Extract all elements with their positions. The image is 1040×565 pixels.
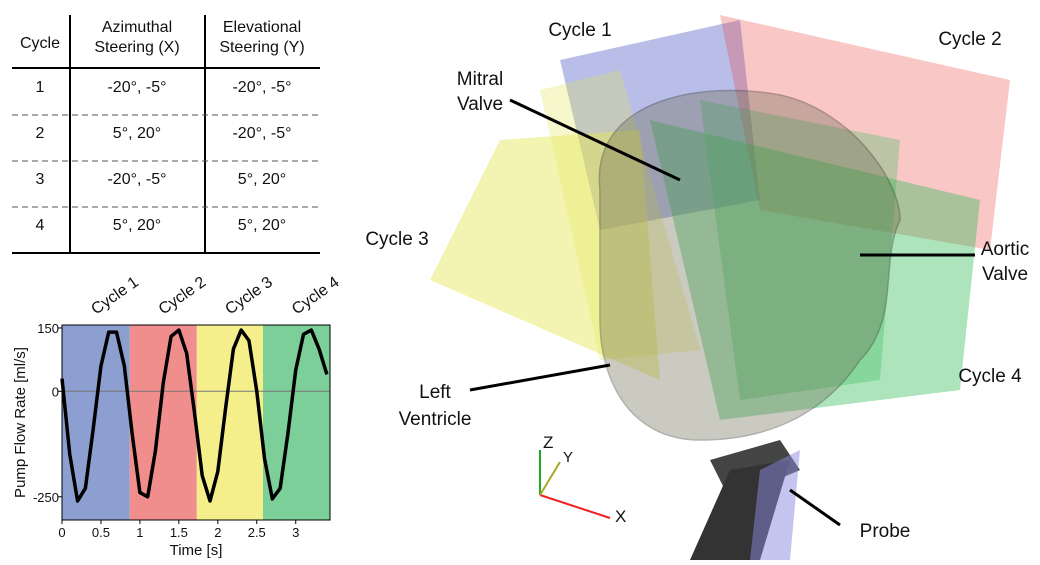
table-cell: 5°, 20° [238,217,286,234]
x-tick-label: 1 [136,525,143,540]
cycle-band [263,325,330,520]
table-cell: 4 [36,217,45,234]
y-axis-label: Pump Flow Rate [ml/s] [12,347,29,498]
table-header: Azimuthal [102,19,172,36]
band-label: Cycle 3 [222,274,276,319]
figure-label: Y [563,449,573,466]
render [430,15,1010,560]
band-label: Cycle 4 [289,274,343,319]
table-header: Cycle [20,35,60,52]
y-tick-label: 0 [52,384,59,399]
table-cell: -20°, -5° [232,125,291,142]
figure-label: Ventricle [399,409,472,430]
band-label: Cycle 2 [156,274,210,319]
figure-label: Cycle 2 [938,29,1001,50]
table-cell: -20°, -5° [107,79,166,96]
figure-label: Left [419,382,451,403]
figure-label: Valve [982,264,1028,285]
x-tick-label: 0.5 [92,525,110,540]
table-cell: 1 [36,79,45,96]
table-header: Steering (X) [94,39,179,56]
x-tick-label: 3 [292,525,299,540]
table-cell: -20°, -5° [107,171,166,188]
table-header: Steering (Y) [219,39,304,56]
figure-label: Cycle 1 [548,20,611,41]
table-cell: 3 [36,171,45,188]
figure-label: Cycle 4 [958,366,1022,387]
x-tick-label: 2 [214,525,221,540]
plot-frame [61,324,331,521]
table-cell: 5°, 20° [238,171,286,188]
figure-label: Cycle 3 [365,229,428,250]
table-cell: 2 [36,125,45,142]
table-cell: 5°, 20° [113,125,161,142]
figure-label: Mitral [457,69,503,90]
y-tick-label: -250 [33,490,59,505]
flow-line [60,328,329,503]
x-tick-label: 1.5 [170,525,188,540]
y-tick-label: 150 [37,321,59,336]
figure-label: X [615,507,626,526]
x-tick-label: 0 [58,525,65,540]
figure-label: Z [543,433,553,452]
table-cell: 5°, 20° [113,217,161,234]
cycle-band [62,325,130,520]
x-tick-label: 2.5 [248,525,266,540]
x-axis-label: Time [s] [170,542,223,559]
table-header: Elevational [223,19,301,36]
figure-label: Aortic [981,239,1030,260]
band-label: Cycle 1 [88,274,142,319]
table-cell: -20°, -5° [232,79,291,96]
figure-label: Probe [860,521,911,542]
figure-label: Valve [457,94,503,115]
